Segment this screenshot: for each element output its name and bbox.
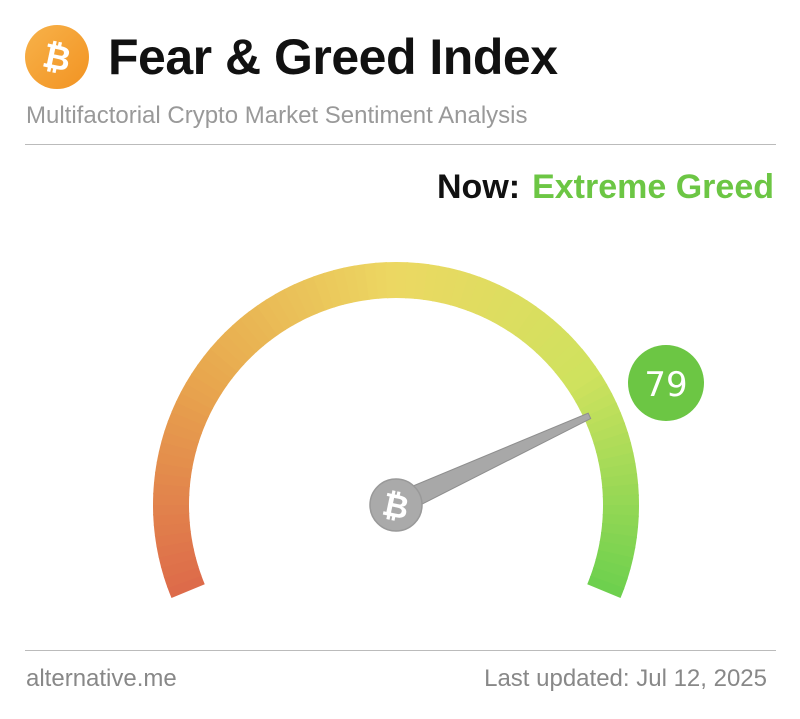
gauge-arc-segment [209, 339, 245, 373]
gauge-arc-segment [185, 373, 223, 402]
last-updated: Last updated: Jul 12, 2025 [484, 665, 767, 692]
gauge-arc-segment [164, 420, 203, 443]
gauge-arc-segment [595, 549, 634, 570]
gauge-arc-segment [161, 430, 200, 452]
divider [25, 144, 776, 145]
gauge-arc-segment [514, 305, 546, 342]
gauge-arc-segment [599, 462, 638, 480]
gauge-arc-segment [598, 452, 636, 471]
gauge-arc-segment [158, 548, 197, 568]
gauge-value: 79 [644, 365, 687, 405]
gauge-arc-segment [265, 293, 294, 331]
gauge-arc-segment [589, 567, 628, 590]
page-title: Fear & Greed Index [108, 29, 558, 85]
current-sentiment: Now: Extreme Greed [437, 168, 774, 207]
gauge-arc-segment [491, 289, 519, 327]
gauge-arc-segment [163, 565, 202, 589]
gauge-arc-segment [175, 391, 214, 418]
gauge-arc-segment [507, 300, 537, 337]
gauge-arc-segment [475, 280, 501, 319]
gauge-arc-segment [602, 513, 639, 528]
gauge-arc-segment [595, 442, 634, 462]
gauge-arc-segment [483, 284, 510, 323]
gauge-arc-segment [521, 312, 554, 348]
gauge-arc-segment [458, 273, 481, 312]
gauge-arc-segment [535, 325, 570, 360]
gauge-arc-segment [333, 267, 353, 306]
gauge-arc-segment [274, 288, 302, 326]
gauge-arc-segment [422, 264, 440, 302]
gauge-arc-segment [413, 262, 430, 300]
gauge-arc-segment [224, 324, 258, 359]
gauge-arc-segment [312, 272, 336, 311]
gauge-arc-segment [583, 402, 622, 428]
gauge-arc-segment [283, 284, 310, 322]
gauge-arc-segment [353, 263, 371, 302]
gauge-arc-segment [196, 355, 233, 387]
gauge-arc-segment [449, 270, 471, 309]
gauge-arc-segment [153, 471, 191, 488]
gauge-arc-segment [155, 461, 193, 479]
gauge-arc-segment [374, 262, 389, 299]
gauge-arc-segment [248, 304, 279, 341]
gauge-arc-segment [171, 400, 210, 426]
gauge-arc-segment [156, 539, 194, 558]
gauge-arc-segment [560, 357, 597, 388]
gauge-arc-segment [216, 331, 251, 366]
gauge-arc-segment [570, 374, 608, 403]
gauge-arc-segment [599, 531, 637, 549]
gauge-arc-segment [587, 575, 625, 598]
gauge-arc-segment [158, 440, 197, 461]
gauge-arc-segment [154, 530, 193, 548]
gauge-arc-segment [167, 410, 206, 435]
gauge-arc-segment [602, 483, 639, 498]
gauge-arc-segment [322, 269, 344, 308]
source-link[interactable]: alternative.me [26, 665, 177, 692]
gauge-arc-segment [160, 557, 199, 579]
gauge-arc-segment [565, 365, 602, 396]
gauge-arc-segment [575, 383, 613, 411]
gauge-arc-segment [466, 276, 491, 315]
gauge-arc-segment [499, 294, 528, 332]
gauge-arc-segment [153, 521, 191, 537]
gauge-arc-segment [579, 392, 617, 419]
gauge-arc-segment [404, 262, 419, 299]
gauge-arc-segment [597, 540, 636, 560]
gauge-arc-segment [203, 347, 239, 380]
gauge-arc-segment [440, 267, 461, 306]
gauge-arc-segment [256, 299, 287, 336]
gauge-arc-segment [156, 450, 195, 470]
gauge-arc-segment [593, 431, 632, 453]
gauge-arc-segment [592, 558, 631, 580]
gauge-arc-segment [542, 333, 577, 367]
footer-divider [25, 650, 776, 651]
gauge-arc-segment [191, 364, 228, 394]
gauge-arc-segment [528, 318, 562, 354]
gauge-arc-segment [303, 276, 327, 314]
gauge-arc-segment [601, 522, 639, 539]
gauge-arc-segment [364, 262, 380, 300]
gauge-arc-segment [153, 482, 190, 497]
gauge-arc-segment [601, 473, 639, 489]
gauge-arc-segment [343, 265, 362, 303]
gauge-arc-segment [180, 382, 218, 410]
gauge-arc-segment [548, 340, 584, 374]
gauge-arc-segment [231, 317, 265, 353]
page-subtitle: Multifactorial Crypto Market Sentiment A… [26, 102, 528, 129]
sentiment-classification: Extreme Greed [532, 168, 774, 206]
gauge-arc-segment [293, 279, 319, 318]
gauge-arc-segment [554, 348, 590, 381]
value-badge [628, 345, 704, 421]
gauge-arc-segment [431, 265, 451, 304]
gauge-arc-segment [590, 421, 629, 445]
gauge-arc-segment [587, 412, 625, 436]
gauge-hub: ₿ [369, 478, 423, 532]
gauge-arc [153, 262, 639, 598]
gauge-arc-segment [239, 311, 272, 347]
bitcoin-logo-icon: ₿ [25, 25, 89, 89]
gauge-arc-segment [167, 574, 205, 598]
now-label: Now: [437, 168, 521, 206]
gauge-arc-segment [153, 512, 190, 527]
